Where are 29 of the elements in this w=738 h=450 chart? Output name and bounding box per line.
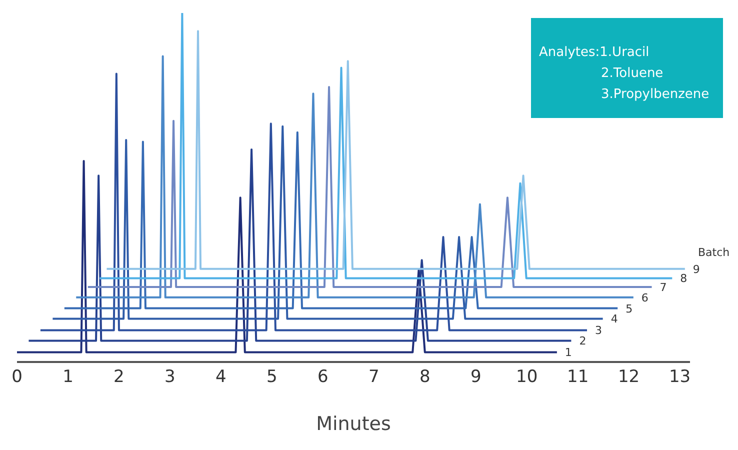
annotation: 3.Propylbenzene [600,86,710,104]
x-tick-label: 4 [216,367,226,388]
series-label: 7 [660,280,667,294]
annotation: 2.Toluene [600,65,664,83]
series-label: 9 [692,262,700,276]
x-tick-label: 7 [368,367,380,388]
legend-title: Batch [698,246,730,259]
series-label: 4 [610,312,618,326]
x-tick-label: 8 [419,367,430,388]
series-label: 3 [595,324,602,338]
x-tick-label: 2 [114,367,124,388]
series-label: 2 [579,334,586,348]
x-tick-label: 6 [317,367,328,388]
series-label: 5 [626,302,633,316]
series-label: 8 [680,272,688,286]
x-tick-label: 1 [62,367,74,388]
x-tick-label: 13 [668,367,691,388]
x-axis-title: Minutes [316,413,391,435]
x-tick-label: 11 [567,367,589,388]
series-label: 1 [564,346,572,360]
series-label: 6 [641,291,648,304]
x-tick-label: 3 [164,367,176,388]
x-tick-label: 0 [12,367,22,388]
x-tick-label: 5 [266,367,278,388]
x-tick-label: 10 [516,367,538,388]
note-box: Analytes:1.Uracil 2.Toluene 3.Propylbenzene [531,18,723,118]
x-tick-label: 12 [618,367,640,388]
annotation: Analytes:1.Uracil [539,44,650,62]
x-tick-label: 9 [470,367,482,388]
